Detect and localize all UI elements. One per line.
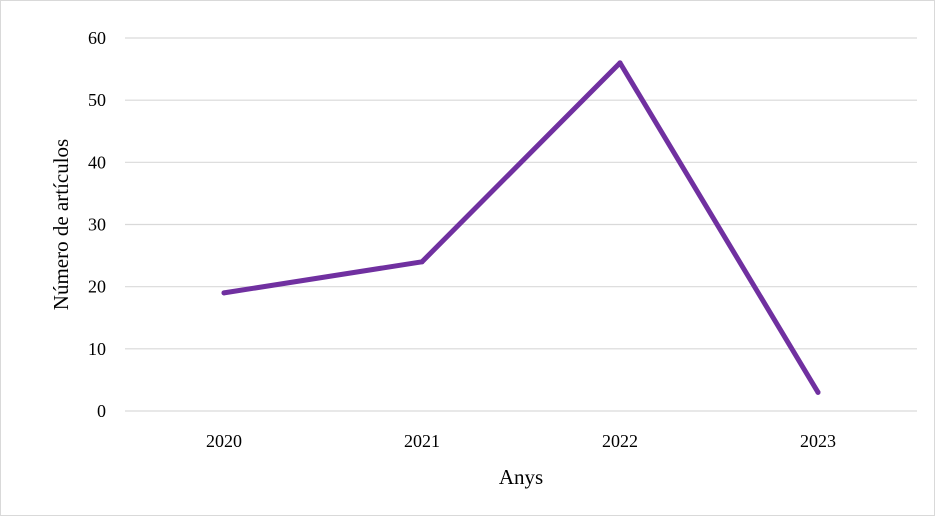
data-point [617, 60, 623, 66]
y-tick-label: 40 [88, 152, 106, 172]
y-tick-label: 10 [88, 339, 106, 359]
y-tick-label: 0 [97, 401, 106, 421]
x-axis-ticks: 2020 2021 2022 2023 [206, 431, 836, 451]
x-tick-label: 2020 [206, 431, 242, 451]
y-tick-label: 60 [88, 28, 106, 48]
series-line [221, 60, 821, 395]
x-tick-label: 2022 [602, 431, 638, 451]
series-layer [221, 60, 821, 395]
y-tick-label: 20 [88, 277, 106, 297]
data-point [419, 259, 425, 265]
data-point [221, 290, 227, 296]
y-axis-title: Número de artículos [49, 139, 73, 310]
data-point [815, 389, 821, 395]
y-tick-label: 50 [88, 90, 106, 110]
y-tick-label: 30 [88, 215, 106, 235]
y-axis-ticks: 0 10 20 30 40 50 60 [88, 28, 106, 421]
x-axis-title: Anys [499, 465, 543, 489]
x-tick-label: 2021 [404, 431, 440, 451]
x-tick-label: 2023 [800, 431, 836, 451]
